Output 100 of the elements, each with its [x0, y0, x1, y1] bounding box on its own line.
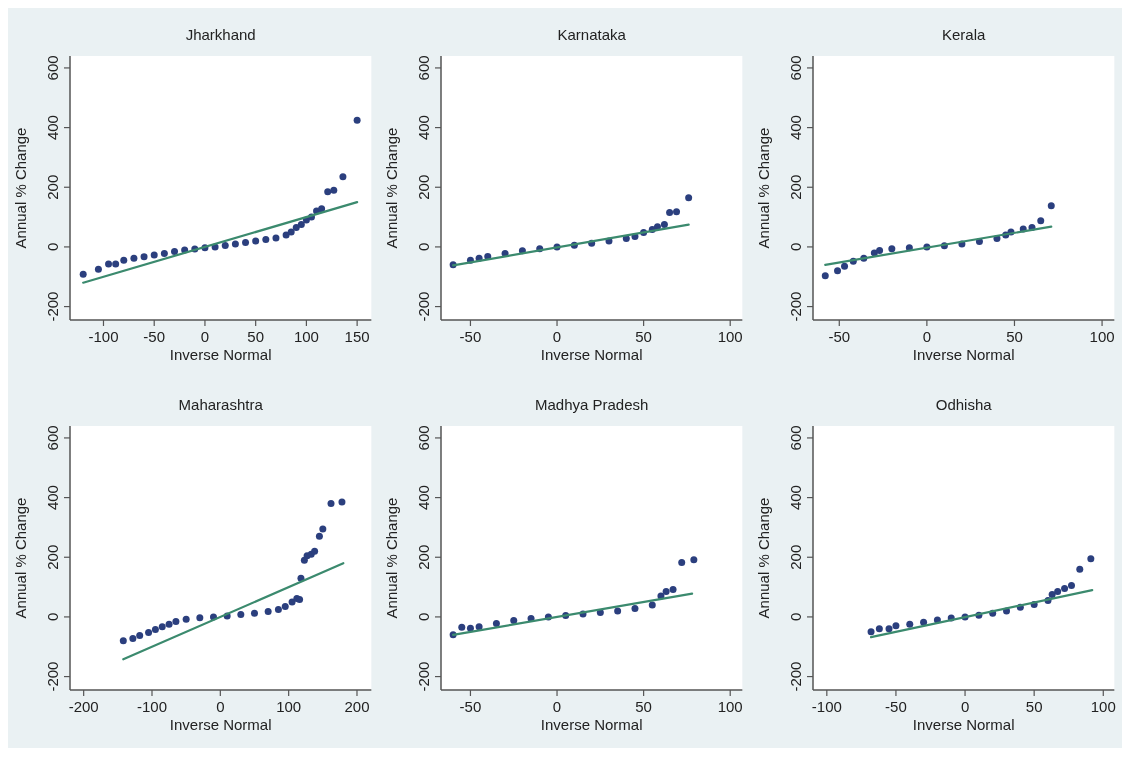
point	[150, 251, 158, 259]
x-tick-label: 50	[1025, 698, 1043, 715]
point	[105, 260, 113, 268]
point	[130, 254, 138, 262]
point	[833, 267, 841, 275]
point	[252, 237, 260, 245]
x-tick-label: 50	[635, 328, 653, 345]
y-tick-label: 400	[44, 115, 61, 141]
y-tick-label: 200	[415, 544, 433, 570]
point	[690, 556, 698, 564]
point	[231, 240, 239, 248]
y-axis-title: Annual % Change	[12, 497, 29, 619]
y-axis-title: Annual % Change	[383, 497, 401, 619]
point	[274, 605, 282, 613]
point	[1047, 202, 1055, 210]
point	[119, 637, 127, 645]
point	[338, 498, 346, 506]
x-tick-label: -100	[88, 328, 119, 345]
y-tick-label: -200	[415, 661, 433, 692]
x-axis-title: Inverse Normal	[169, 716, 272, 733]
chart-title: Karnataka	[557, 26, 627, 43]
x-tick-label: -50	[459, 328, 482, 345]
y-tick-label: 400	[786, 115, 804, 141]
x-tick-label: 200	[344, 698, 370, 715]
point	[1053, 588, 1061, 596]
point	[237, 611, 245, 619]
x-tick-label: 0	[960, 698, 969, 715]
point	[666, 209, 674, 217]
x-tick-label: 100	[1089, 328, 1115, 345]
point	[129, 634, 137, 642]
point	[840, 262, 848, 270]
y-tick-label: -200	[415, 291, 433, 322]
point	[165, 620, 173, 628]
point	[221, 241, 229, 249]
x-tick-label: 0	[553, 698, 562, 715]
point	[315, 532, 323, 540]
point	[678, 559, 686, 567]
point	[158, 623, 166, 631]
point	[649, 601, 657, 609]
y-tick-label: 400	[786, 485, 804, 511]
x-axis-title: Inverse Normal	[912, 716, 1015, 733]
point	[79, 270, 87, 278]
x-axis-title: Inverse Normal	[169, 346, 272, 363]
y-tick-label: 0	[415, 242, 433, 252]
y-tick-label: 600	[786, 55, 804, 81]
y-tick-label: -200	[786, 291, 804, 322]
point	[182, 615, 190, 623]
x-tick-label: -50	[459, 698, 482, 715]
point	[614, 607, 622, 615]
point	[319, 525, 327, 533]
x-tick-label: -100	[136, 698, 168, 715]
chart-title: Odhisha	[935, 396, 992, 413]
y-tick-label: 200	[786, 174, 804, 200]
point	[1048, 591, 1056, 599]
x-tick-label: 0	[553, 328, 562, 345]
y-tick-label: 200	[786, 544, 804, 570]
point	[1036, 217, 1044, 225]
x-tick-label: 50	[635, 698, 653, 715]
point	[1086, 555, 1094, 563]
y-tick-label: 200	[44, 174, 61, 200]
point	[145, 628, 153, 636]
y-axis-title: Annual % Change	[754, 497, 772, 619]
point	[324, 188, 332, 196]
point	[160, 249, 168, 257]
point	[172, 617, 180, 625]
x-tick-label: -50	[143, 328, 166, 345]
point	[353, 116, 361, 124]
x-tick-label: -100	[811, 698, 842, 715]
x-tick-label: -50	[828, 328, 850, 345]
point	[311, 547, 319, 555]
y-tick-label: 200	[415, 174, 433, 200]
point	[272, 234, 280, 242]
point	[330, 186, 338, 194]
point	[112, 260, 120, 268]
point	[875, 625, 883, 633]
y-tick-label: 600	[44, 55, 61, 81]
y-tick-label: -200	[44, 291, 61, 322]
y-tick-label: 400	[415, 485, 433, 511]
point	[510, 617, 518, 624]
point	[281, 602, 289, 610]
y-tick-label: -200	[44, 661, 61, 692]
x-tick-label: 100	[718, 698, 744, 715]
point	[905, 620, 913, 628]
point	[94, 265, 102, 273]
point	[493, 619, 501, 627]
point	[1060, 585, 1068, 593]
point	[673, 208, 681, 216]
x-tick-label: -200	[68, 698, 99, 715]
point	[136, 631, 144, 639]
point	[867, 628, 875, 636]
x-tick-label: 0	[216, 698, 225, 715]
point	[821, 272, 829, 280]
y-axis-title: Annual % Change	[754, 127, 772, 249]
x-tick-label: 100	[1090, 698, 1116, 715]
y-tick-label: -200	[786, 661, 804, 692]
point	[140, 253, 148, 261]
y-tick-label: 0	[786, 612, 804, 622]
x-axis-title: Inverse Normal	[541, 716, 643, 733]
x-tick-label: 50	[1005, 328, 1023, 345]
point	[250, 609, 258, 617]
